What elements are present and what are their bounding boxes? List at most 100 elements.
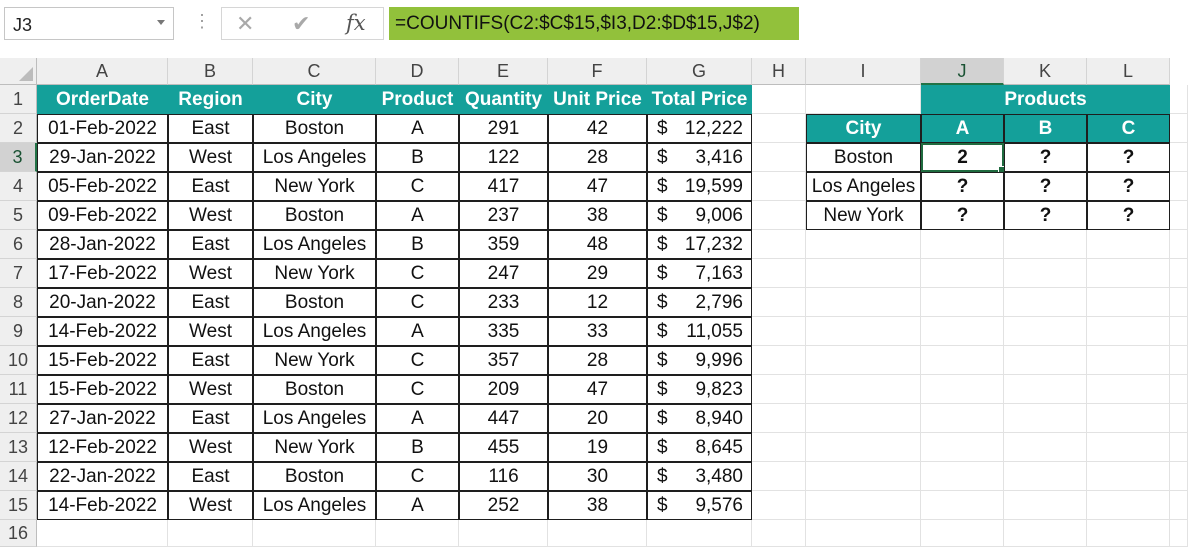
gridline-cell[interactable]: [1004, 462, 1087, 491]
gridline-cell[interactable]: [1004, 346, 1087, 375]
insert-function-icon[interactable]: fx: [346, 11, 366, 35]
row-header-5[interactable]: 5: [0, 201, 37, 230]
table-cell[interactable]: C: [376, 375, 459, 404]
table-cell[interactable]: $17,232: [647, 230, 752, 259]
table-cell[interactable]: $3,416: [647, 143, 752, 172]
table-cell[interactable]: A: [376, 491, 459, 520]
summary-city-cell[interactable]: Los Angeles: [806, 172, 921, 201]
column-header-k[interactable]: K: [1004, 58, 1087, 85]
table-cell[interactable]: 38: [548, 491, 647, 520]
table-cell[interactable]: 14-Feb-2022: [37, 491, 168, 520]
gridline-cell[interactable]: [752, 201, 806, 230]
table-cell[interactable]: 20-Jan-2022: [37, 288, 168, 317]
table-cell[interactable]: $7,163: [647, 259, 752, 288]
chevron-down-icon[interactable]: [157, 20, 165, 25]
gridline-cell[interactable]: [752, 491, 806, 520]
gridline-cell[interactable]: [752, 404, 806, 433]
table-cell[interactable]: New York: [253, 259, 376, 288]
table-cell[interactable]: 27-Jan-2022: [37, 404, 168, 433]
summary-count-cell[interactable]: ?: [1004, 201, 1087, 230]
table-cell[interactable]: 29-Jan-2022: [37, 143, 168, 172]
table-cell[interactable]: B: [376, 433, 459, 462]
name-box[interactable]: J3: [4, 7, 174, 40]
summary-count-cell[interactable]: ?: [921, 172, 1004, 201]
gridline-cell[interactable]: [921, 433, 1004, 462]
table-cell[interactable]: New York: [253, 346, 376, 375]
gridline-cell[interactable]: [921, 288, 1004, 317]
table-cell[interactable]: East: [168, 346, 253, 375]
gridline-cell[interactable]: [253, 520, 376, 547]
formula-input[interactable]: =COUNTIFS(C2:$C$15,$I3,D2:$D$15,J$2): [389, 7, 799, 40]
gridline-cell[interactable]: [921, 317, 1004, 346]
gridline-cell[interactable]: [921, 346, 1004, 375]
gridline-cell[interactable]: [752, 259, 806, 288]
table-cell[interactable]: 252: [459, 491, 548, 520]
table-cell[interactable]: $9,576: [647, 491, 752, 520]
summary-count-cell[interactable]: ?: [921, 201, 1004, 230]
table-cell[interactable]: A: [376, 114, 459, 143]
table-cell[interactable]: C: [376, 172, 459, 201]
table-cell[interactable]: $19,599: [647, 172, 752, 201]
gridline-cell[interactable]: [1004, 404, 1087, 433]
table-cell[interactable]: 455: [459, 433, 548, 462]
table-cell[interactable]: 09-Feb-2022: [37, 201, 168, 230]
table-cell[interactable]: $9,006: [647, 201, 752, 230]
gridline-cell[interactable]: [1087, 375, 1170, 404]
gridline-cell[interactable]: [459, 520, 548, 547]
gridline-cell[interactable]: [37, 520, 168, 547]
table-cell[interactable]: C: [376, 259, 459, 288]
gridline-cell[interactable]: [921, 404, 1004, 433]
row-header-9[interactable]: 9: [0, 317, 37, 346]
gridline-cell[interactable]: [806, 259, 921, 288]
table-cell[interactable]: 233: [459, 288, 548, 317]
table-cell[interactable]: $3,480: [647, 462, 752, 491]
row-header-12[interactable]: 12: [0, 404, 37, 433]
gridline-cell[interactable]: [752, 114, 806, 143]
table-cell[interactable]: C: [376, 346, 459, 375]
gridline-cell[interactable]: [752, 230, 806, 259]
gridline-cell[interactable]: [752, 143, 806, 172]
gridline-cell[interactable]: [921, 259, 1004, 288]
table-cell[interactable]: 14-Feb-2022: [37, 317, 168, 346]
table-cell[interactable]: 291: [459, 114, 548, 143]
gridline-cell[interactable]: [1170, 404, 1188, 433]
table-cell[interactable]: $11,055: [647, 317, 752, 346]
gridline-cell[interactable]: [806, 288, 921, 317]
gridline-cell[interactable]: [806, 520, 921, 547]
table-cell[interactable]: West: [168, 317, 253, 346]
summary-count-cell[interactable]: ?: [1004, 143, 1087, 172]
select-all-corner[interactable]: [0, 58, 37, 85]
gridline-cell[interactable]: [1170, 85, 1188, 114]
table-cell[interactable]: 22-Jan-2022: [37, 462, 168, 491]
column-header-f[interactable]: F: [548, 58, 647, 85]
row-header-14[interactable]: 14: [0, 462, 37, 491]
summary-city-cell[interactable]: Boston: [806, 143, 921, 172]
column-header-g[interactable]: G: [647, 58, 752, 85]
table-cell[interactable]: 335: [459, 317, 548, 346]
table-cell[interactable]: West: [168, 259, 253, 288]
gridline-cell[interactable]: [752, 520, 806, 547]
gridline-cell[interactable]: [1170, 462, 1188, 491]
check-icon[interactable]: ✔: [292, 11, 311, 36]
row-header-10[interactable]: 10: [0, 346, 37, 375]
table-cell[interactable]: Boston: [253, 114, 376, 143]
summary-count-cell[interactable]: ?: [1004, 172, 1087, 201]
gridline-cell[interactable]: [1170, 201, 1188, 230]
table-cell[interactable]: $8,940: [647, 404, 752, 433]
row-header-7[interactable]: 7: [0, 259, 37, 288]
row-header-3[interactable]: 3: [0, 143, 37, 172]
row-header-2[interactable]: 2: [0, 114, 37, 143]
gridline-cell[interactable]: [1170, 346, 1188, 375]
table-cell[interactable]: 357: [459, 346, 548, 375]
summary-city-cell[interactable]: New York: [806, 201, 921, 230]
gridline-cell[interactable]: [1087, 520, 1170, 547]
column-header-i[interactable]: I: [806, 58, 921, 85]
table-cell[interactable]: 237: [459, 201, 548, 230]
table-cell[interactable]: East: [168, 288, 253, 317]
row-header-6[interactable]: 6: [0, 230, 37, 259]
table-cell[interactable]: West: [168, 201, 253, 230]
row-header-1[interactable]: 1: [0, 85, 37, 114]
table-cell[interactable]: 48: [548, 230, 647, 259]
table-cell[interactable]: 05-Feb-2022: [37, 172, 168, 201]
table-cell[interactable]: 247: [459, 259, 548, 288]
